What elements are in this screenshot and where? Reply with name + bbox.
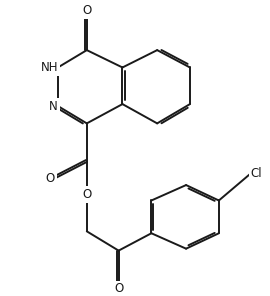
Text: O: O [82,188,92,201]
Text: O: O [46,172,55,185]
Text: Cl: Cl [251,167,262,180]
Text: O: O [114,282,123,295]
Text: N: N [49,99,58,112]
Text: O: O [82,4,92,17]
Text: NH: NH [40,61,58,74]
